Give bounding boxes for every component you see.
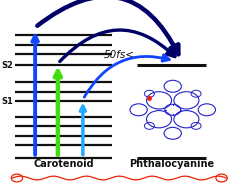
FancyArrowPatch shape: [84, 55, 169, 97]
Text: S1: S1: [2, 97, 14, 106]
Text: S2: S2: [2, 61, 14, 70]
Text: Carotenoid: Carotenoid: [33, 159, 94, 169]
FancyArrowPatch shape: [37, 0, 178, 54]
FancyArrowPatch shape: [60, 30, 175, 61]
Text: 50fs<: 50fs<: [104, 50, 135, 60]
Text: Phthalocyanine: Phthalocyanine: [129, 159, 214, 169]
